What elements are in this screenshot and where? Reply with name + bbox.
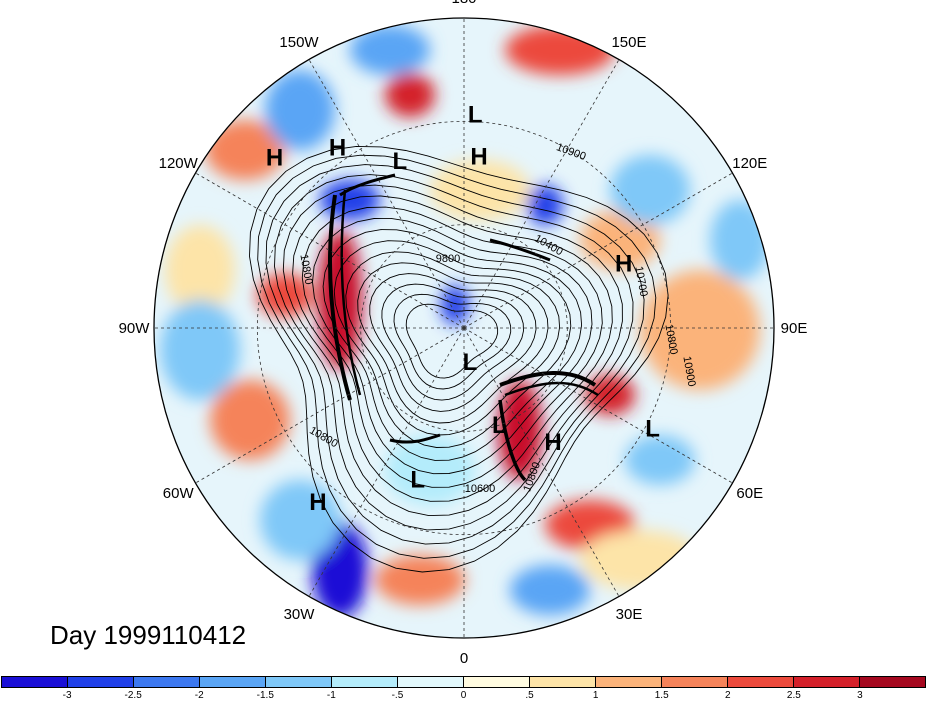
height-contour: [381, 283, 524, 401]
colorbar-tick-label: -1.5: [256, 690, 274, 701]
map-border: [153, 17, 775, 639]
colorbar-tick-label: 1.5: [654, 690, 669, 701]
meridian-line: [463, 327, 733, 484]
longitude-label: 120W: [159, 155, 199, 172]
height-contour: [369, 273, 537, 412]
longitude-label: 150E: [611, 34, 646, 51]
high-pressure-center: H: [329, 134, 346, 161]
low-pressure-center: L: [492, 412, 507, 439]
colorbar-swatch: [398, 677, 464, 687]
longitude-label: 90W: [119, 320, 151, 337]
longitude-label: 180: [451, 0, 476, 7]
longitude-label: 0: [460, 650, 468, 667]
low-pressure-center: L: [392, 148, 407, 175]
colorbar-labels: -3 -2.5 -2 -1.5 -1 -.5 0 .5 1 1.5 2 2.5 3: [1, 690, 926, 702]
meridian-line: [463, 59, 620, 329]
height-contour: [249, 145, 669, 573]
low-pressure-center: L: [468, 102, 483, 129]
colorbar-tick-label: 1: [592, 690, 599, 701]
height-contour: [265, 164, 645, 545]
height-contour: [393, 293, 512, 390]
colorbar-tick-label: -.5: [391, 690, 404, 701]
low-pressure-center: L: [645, 415, 660, 442]
day-label: Day 1999110412: [50, 620, 247, 650]
height-contour: [405, 303, 499, 379]
colorbar-swatch: [596, 677, 662, 687]
contour-label: 10700: [632, 265, 649, 297]
contour-label: 10600: [465, 483, 496, 495]
longitude-label: 90E: [781, 320, 808, 337]
contour-label: 9800: [436, 253, 460, 265]
contour-label: 10900: [680, 355, 697, 387]
meridian-line: [195, 327, 465, 484]
colorbar-swatch: [134, 677, 200, 687]
high-pressure-center: H: [615, 250, 632, 277]
high-pressure-center: H: [309, 489, 326, 516]
longitude-label: 150W: [279, 34, 319, 51]
colorbar-swatch: [860, 677, 925, 687]
height-contour: [345, 251, 561, 436]
longitude-label: 30E: [616, 606, 643, 623]
longitude-label: 60E: [736, 485, 763, 502]
meridian-line: [463, 327, 620, 597]
colorbar-swatch: [464, 677, 530, 687]
colorbar-tick-label: -2: [194, 690, 204, 701]
high-pressure-center: H: [544, 429, 561, 456]
height-contours: [249, 145, 669, 573]
colorbar-tick-label: -1: [326, 690, 336, 701]
height-contour: [357, 262, 549, 424]
colorbar-swatch: [2, 677, 68, 687]
colorbar-tick-label: .5: [525, 690, 534, 701]
colorbar-swatch: [266, 677, 332, 687]
height-contour: [274, 174, 634, 531]
colorbar-swatch: [68, 677, 134, 687]
colorbar-tick-label: 0: [460, 690, 467, 701]
colorbar-swatch: [530, 677, 596, 687]
colorbar-swatch: [200, 677, 266, 687]
longitude-label: 120E: [732, 155, 767, 172]
meridian-line: [195, 172, 465, 329]
colorbar-tick-label: 3: [857, 690, 863, 701]
colorbar-tick-label: -3: [62, 690, 72, 701]
contour-label: 10800: [662, 323, 679, 355]
colorbar-swatch: [332, 677, 398, 687]
height-contour: [282, 184, 623, 517]
colorbar-tick-label: -2.5: [124, 690, 142, 701]
colorbar: [1, 676, 926, 688]
height-contour: [292, 195, 613, 502]
height-contour: [333, 240, 572, 448]
height-contour: [257, 154, 657, 559]
longitude-labels: 90E 60E 30E 0 30W 60W 90W 120W 150W 180 150E 120E: [119, 0, 808, 667]
graticule: [154, 18, 774, 638]
low-pressure-center: L: [463, 349, 478, 376]
longitude-label: 60W: [163, 485, 195, 502]
meridian-line: [308, 327, 465, 597]
contour-label: 10800: [297, 253, 314, 285]
colorbar-swatch: [728, 677, 794, 687]
meridian-line: [308, 59, 465, 329]
high-pressure-center: H: [470, 143, 487, 170]
colorbar-tick-label: 2.5: [786, 690, 801, 701]
longitude-label: 30W: [284, 606, 316, 623]
colorbar-swatch: [794, 677, 860, 687]
colorbar-swatch: [662, 677, 728, 687]
low-pressure-center: L: [410, 467, 425, 494]
meridian-line: [463, 172, 733, 329]
colorbar-tick-label: 2: [725, 690, 731, 701]
high-pressure-center: H: [266, 144, 283, 171]
